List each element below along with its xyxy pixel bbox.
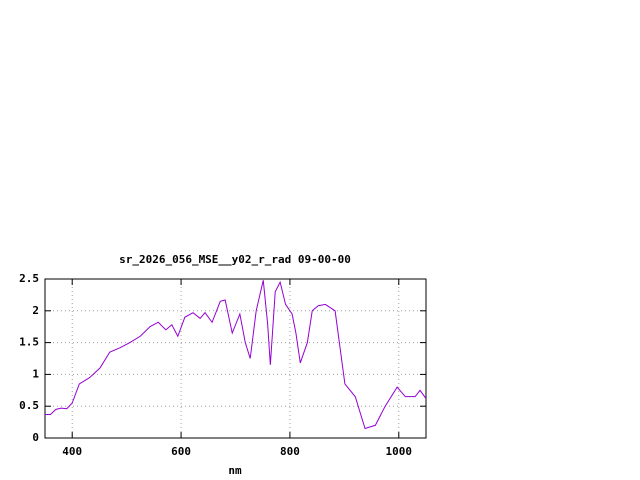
x-tick-label: 1000 <box>386 445 413 458</box>
x-tick-label: 600 <box>171 445 191 458</box>
chart-title: sr_2026_056_MSE__y02_r_rad 09-00-00 <box>119 253 351 266</box>
y-tick-label: 2.5 <box>19 272 39 285</box>
x-tick-label: 400 <box>62 445 82 458</box>
x-axis-label: nm <box>228 464 242 477</box>
data-line <box>45 280 427 430</box>
y-tick-label: 1 <box>32 367 39 380</box>
y-tick-label: 2 <box>32 304 39 317</box>
y-tick-label: 0.5 <box>19 399 39 412</box>
y-tick-label: 1.5 <box>19 336 39 349</box>
plot-frame <box>44 278 427 439</box>
y-tick-label: 0 <box>32 431 39 444</box>
x-tick-label: 800 <box>280 445 300 458</box>
